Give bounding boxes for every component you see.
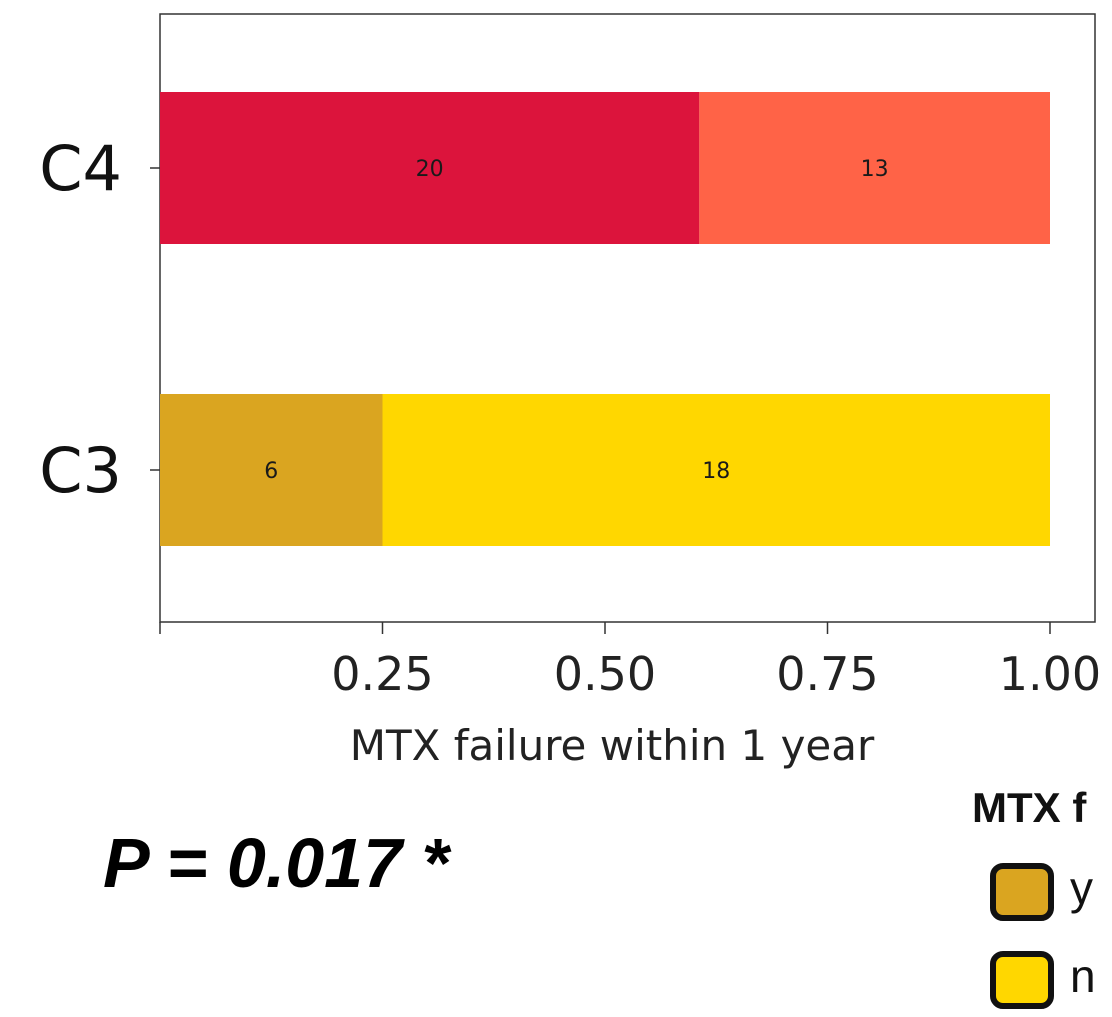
x-tick-label: 0.25: [331, 647, 433, 701]
bar-segment: [160, 92, 700, 244]
bar-data-label: 13: [861, 157, 889, 182]
legend: MTX f y n: [972, 784, 1096, 1009]
bar-segment: [699, 92, 1050, 244]
x-tick-label: 1.00: [999, 647, 1101, 701]
bar-segment: [160, 394, 383, 546]
legend-label-n: n: [1070, 950, 1096, 1002]
bar-labels: 20 13 6 18: [264, 157, 888, 484]
legend-title: MTX f: [972, 784, 1087, 831]
bar-data-label: 20: [416, 157, 444, 182]
x-axis: 0.25 0.50 0.75 1.00: [159, 622, 1101, 701]
bar-data-label: 6: [264, 459, 278, 484]
x-axis-title: MTX failure within 1 year: [350, 721, 875, 770]
legend-swatch-n: [990, 951, 1054, 1009]
bars: [160, 92, 1050, 546]
y-tick-label: C3: [39, 434, 122, 507]
x-tick-label: 0.50: [554, 647, 656, 701]
legend-label-y: y: [1070, 862, 1093, 914]
plot-frame: [159, 13, 1096, 623]
p-value-annotation: P = 0.017 *: [103, 824, 451, 902]
bar-data-label: 18: [702, 459, 730, 484]
legend-swatch-y: [990, 863, 1054, 921]
plot-area: [159, 13, 1096, 623]
y-tick-label: C4: [39, 132, 122, 205]
bar-segment: [382, 394, 1050, 546]
y-axis: C4 C3: [39, 132, 160, 507]
x-tick-label: 0.75: [776, 647, 878, 701]
